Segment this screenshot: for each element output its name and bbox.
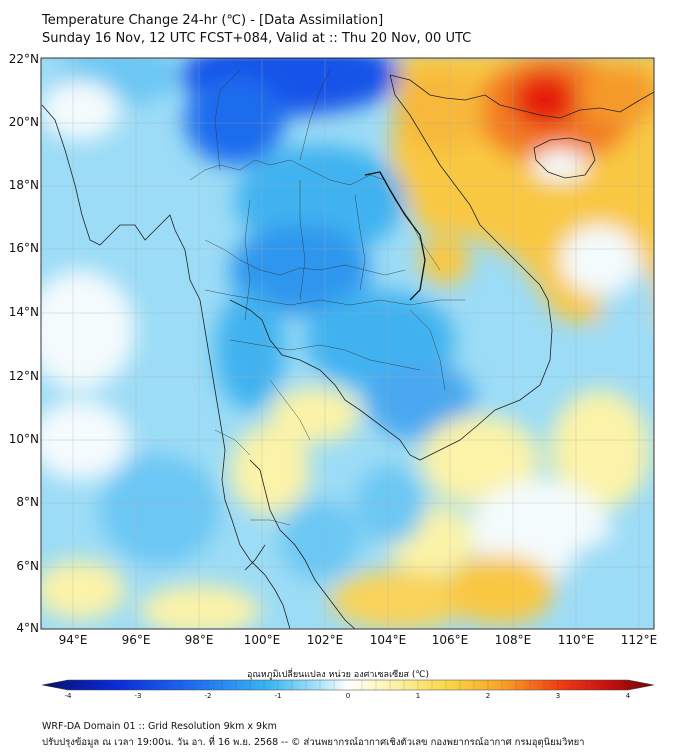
lat-label: 14°N xyxy=(8,305,39,319)
lon-label: 108°E xyxy=(494,633,532,647)
colorbar-tick: 4 xyxy=(625,692,631,700)
temperature-field xyxy=(41,58,654,629)
lat-label: 20°N xyxy=(8,115,39,129)
lon-label: 98°E xyxy=(184,633,214,647)
lat-label: 6°N xyxy=(16,559,39,573)
footer-credit: ปรับปรุงข้อมูล ณ เวลา 19:00น. วัน อา. ที… xyxy=(42,737,585,748)
map-frame xyxy=(40,57,655,630)
lon-label: 112°E xyxy=(620,633,658,647)
colorbar-tick: -2 xyxy=(204,692,212,700)
mekong-border xyxy=(364,171,426,301)
lon-label: 96°E xyxy=(121,633,151,647)
colorbar xyxy=(41,679,655,691)
lat-label: 8°N xyxy=(16,495,39,509)
colorbar-tick: 1 xyxy=(415,692,421,700)
footer-model-info: WRF-DA Domain 01 :: Grid Resolution 9km … xyxy=(42,721,277,732)
lon-label: 106°E xyxy=(431,633,469,647)
lon-label: 102°E xyxy=(306,633,344,647)
colorbar-tick: 2 xyxy=(485,692,491,700)
colorbar-title: อุณหภูมิเปลี่ยนแปลง หน่วย องศาเซลเซียส (… xyxy=(246,670,430,680)
admin-boundaries xyxy=(189,69,465,526)
colorbar-tick: 3 xyxy=(555,692,561,700)
lat-label: 12°N xyxy=(8,369,39,383)
lat-label: 4°N xyxy=(16,621,39,635)
lon-label: 104°E xyxy=(369,633,407,647)
colorbar-tick: 0 xyxy=(345,692,351,700)
chart-subtitle: Sunday 16 Nov, 12 UTC FCST+084, Valid at… xyxy=(42,31,472,46)
chart-title: Temperature Change 24-hr (℃) - [Data Ass… xyxy=(42,13,384,28)
colorbar-tick: -1 xyxy=(274,692,282,700)
lat-label: 16°N xyxy=(8,241,39,255)
lat-label: 10°N xyxy=(8,432,39,446)
lon-label: 100°E xyxy=(243,633,281,647)
colorbar-tick: -4 xyxy=(64,692,72,700)
lat-label: 18°N xyxy=(8,178,39,192)
lon-label: 110°E xyxy=(557,633,595,647)
graticule xyxy=(41,58,654,629)
lon-label: 94°E xyxy=(58,633,88,647)
colorbar-tick: -3 xyxy=(134,692,142,700)
coastlines xyxy=(41,74,654,629)
lat-label: 22°N xyxy=(8,52,39,66)
